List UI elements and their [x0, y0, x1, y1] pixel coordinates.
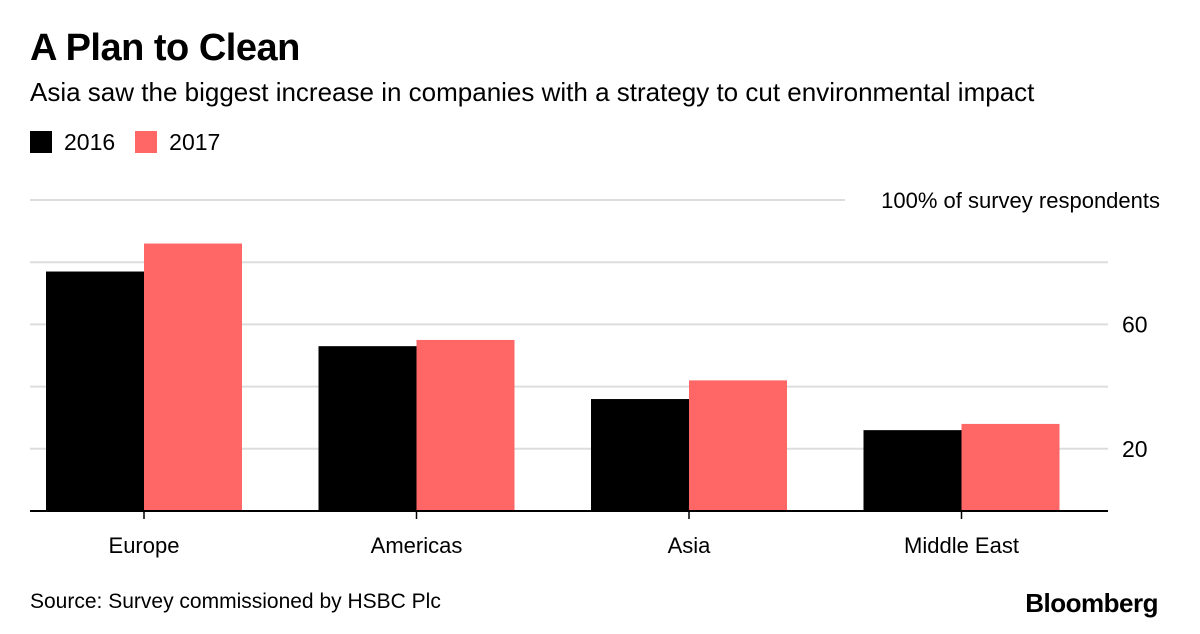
bar-americas-2017 — [416, 339, 515, 511]
chart-subtitle: Asia saw the biggest increase in compani… — [30, 77, 1035, 107]
legend-label-2017: 2017 — [169, 129, 221, 155]
legend-item-2016: 2016 — [30, 128, 115, 156]
x-tick-label-europe: Europe — [109, 533, 180, 558]
legend-swatch-2017 — [135, 131, 158, 153]
source-note: Source: Survey commissioned by HSBC Plc — [30, 590, 441, 613]
legend-swatch-2016 — [30, 131, 52, 153]
y-tick-label-60: 60 — [1122, 311, 1148, 337]
bar-middle-east-2016 — [863, 430, 962, 511]
y-tick-label-100: 100% of survey respondents — [881, 188, 1160, 213]
bar-asia-2016 — [591, 399, 689, 511]
bloomberg-logo: Bloomberg — [1025, 588, 1158, 618]
x-tick-label-asia: Asia — [668, 533, 712, 558]
x-tick-label-americas: Americas — [371, 533, 463, 558]
bar-asia-2017 — [689, 380, 787, 511]
chart-title: A Plan to Clean — [30, 27, 300, 69]
bar-americas-2016 — [318, 346, 417, 511]
legend-item-2017: 2017 — [135, 128, 220, 156]
bar-europe-2016 — [46, 271, 144, 511]
legend: 2016 2017 — [30, 128, 240, 156]
bar-middle-east-2017 — [961, 423, 1060, 511]
legend-label-2016: 2016 — [64, 129, 116, 155]
bar-europe-2017 — [144, 243, 242, 512]
y-tick-label-20: 20 — [1122, 436, 1148, 462]
x-tick-label-middle-east: Middle East — [904, 533, 1019, 558]
